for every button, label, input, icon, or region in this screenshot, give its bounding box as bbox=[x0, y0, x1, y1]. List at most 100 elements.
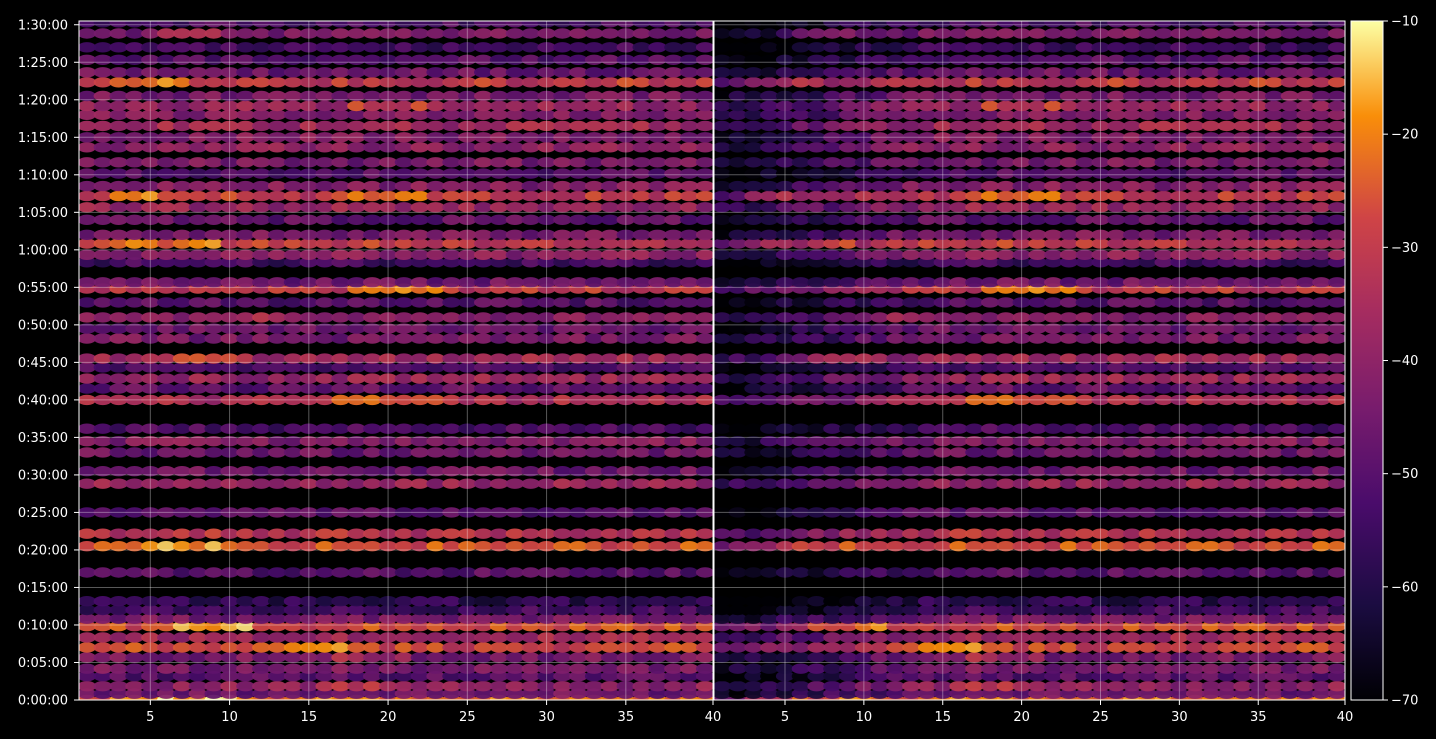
heatmap-cell bbox=[996, 238, 1015, 249]
heatmap-cell bbox=[1012, 436, 1031, 447]
heatmap-cell bbox=[965, 168, 984, 179]
heatmap-cell bbox=[1059, 100, 1078, 112]
heatmap-cell bbox=[917, 120, 937, 132]
heatmap-cell bbox=[252, 42, 271, 53]
heatmap-cell bbox=[917, 478, 937, 489]
heatmap-cell bbox=[426, 528, 445, 539]
heatmap-cell bbox=[474, 190, 493, 202]
heatmap-cell bbox=[886, 100, 905, 112]
heatmap-cell bbox=[442, 21, 461, 28]
heatmap-cell bbox=[267, 632, 287, 643]
heatmap-cell bbox=[569, 466, 588, 477]
heatmap-cell bbox=[714, 353, 731, 364]
heatmap-cell bbox=[917, 652, 937, 663]
heatmap-cell bbox=[632, 373, 651, 384]
heatmap-cell bbox=[600, 323, 620, 334]
heatmap-cell bbox=[695, 632, 713, 643]
heatmap-cell bbox=[283, 466, 303, 477]
heatmap-cell bbox=[1107, 21, 1126, 28]
heatmap-cell bbox=[1012, 100, 1031, 112]
heatmap-cell bbox=[172, 671, 192, 682]
heatmap-cell bbox=[1044, 21, 1063, 28]
heatmap-cell bbox=[1249, 671, 1268, 682]
heatmap-cell bbox=[458, 249, 477, 260]
heatmap-cell bbox=[791, 202, 810, 213]
heatmap-cell bbox=[1107, 541, 1126, 552]
heatmap-cell bbox=[537, 190, 556, 202]
heatmap-cell bbox=[1138, 180, 1157, 192]
heatmap-cell bbox=[505, 214, 525, 225]
heatmap-cell bbox=[569, 621, 588, 632]
heatmap-cell bbox=[917, 621, 937, 632]
heatmap-cell bbox=[1233, 42, 1252, 53]
heatmap-cell bbox=[204, 362, 223, 373]
heatmap-cell bbox=[949, 394, 968, 406]
heatmap-cell bbox=[458, 507, 477, 518]
heatmap-cell bbox=[521, 688, 540, 699]
heatmap-cell bbox=[410, 423, 429, 434]
heatmap-cell bbox=[1075, 632, 1094, 643]
heatmap-cell bbox=[933, 168, 952, 179]
heatmap-cell bbox=[442, 447, 461, 458]
heatmap-cell bbox=[1012, 373, 1031, 384]
heatmap-cell bbox=[1075, 541, 1094, 552]
heatmap-cell bbox=[109, 109, 128, 121]
heatmap-cell bbox=[1217, 168, 1236, 179]
heatmap-cell bbox=[760, 323, 779, 334]
heatmap-cell bbox=[1091, 478, 1110, 489]
heatmap-cell bbox=[949, 54, 968, 65]
heatmap-cell bbox=[1028, 109, 1047, 121]
heatmap-cell bbox=[775, 28, 795, 39]
heatmap-cell bbox=[1233, 249, 1252, 260]
heatmap-cell bbox=[474, 323, 493, 334]
heatmap-cell bbox=[141, 21, 160, 28]
heatmap-cell bbox=[489, 663, 509, 674]
heatmap-cell bbox=[1249, 21, 1268, 28]
heatmap-cell bbox=[1296, 596, 1315, 607]
heatmap-cell bbox=[236, 604, 255, 616]
heatmap-cell bbox=[981, 663, 1000, 674]
heatmap-cell bbox=[823, 42, 842, 53]
heatmap-cell bbox=[1296, 202, 1315, 213]
heatmap-cell bbox=[775, 663, 795, 674]
heatmap-cell bbox=[680, 67, 699, 78]
heatmap-cell bbox=[141, 54, 160, 65]
heatmap-cell bbox=[695, 333, 713, 344]
heatmap-cell bbox=[93, 249, 113, 260]
heatmap-cell bbox=[616, 353, 635, 364]
heatmap-cell bbox=[1249, 604, 1268, 616]
heatmap-cell bbox=[378, 528, 398, 539]
heatmap-cell bbox=[584, 54, 604, 65]
heatmap-cell bbox=[426, 257, 445, 268]
heatmap-cell bbox=[410, 249, 429, 260]
heatmap-cell bbox=[79, 142, 97, 153]
heatmap-cell bbox=[553, 671, 572, 682]
heatmap-cell bbox=[489, 613, 509, 624]
heatmap-cell bbox=[996, 180, 1015, 192]
heatmap-cell bbox=[714, 28, 731, 39]
heatmap-cell bbox=[458, 621, 477, 632]
heatmap-cell bbox=[458, 541, 477, 552]
heatmap-cell bbox=[1201, 297, 1220, 308]
heatmap-cell bbox=[775, 423, 795, 434]
heatmap-cell bbox=[1264, 168, 1284, 179]
heatmap-cell bbox=[442, 642, 461, 653]
heatmap-cell bbox=[1233, 202, 1252, 213]
heatmap-cell bbox=[1280, 362, 1299, 373]
heatmap-cell bbox=[1312, 596, 1331, 607]
heatmap-cell bbox=[807, 54, 826, 65]
heatmap-cell bbox=[584, 394, 604, 406]
heatmap-cell bbox=[410, 229, 429, 240]
heatmap-cell bbox=[1044, 333, 1063, 344]
heatmap-cell bbox=[172, 604, 192, 616]
heatmap-cell bbox=[283, 312, 303, 323]
heatmap-cell bbox=[791, 621, 810, 632]
heatmap-cell bbox=[426, 613, 445, 624]
heatmap-cell bbox=[1091, 507, 1110, 518]
heatmap-cell bbox=[1075, 238, 1094, 249]
heatmap-cell bbox=[823, 257, 842, 268]
heatmap-cell bbox=[458, 383, 477, 394]
heatmap-cell bbox=[1217, 466, 1236, 477]
heatmap-cell bbox=[220, 596, 239, 607]
heatmap-cell bbox=[760, 688, 779, 699]
